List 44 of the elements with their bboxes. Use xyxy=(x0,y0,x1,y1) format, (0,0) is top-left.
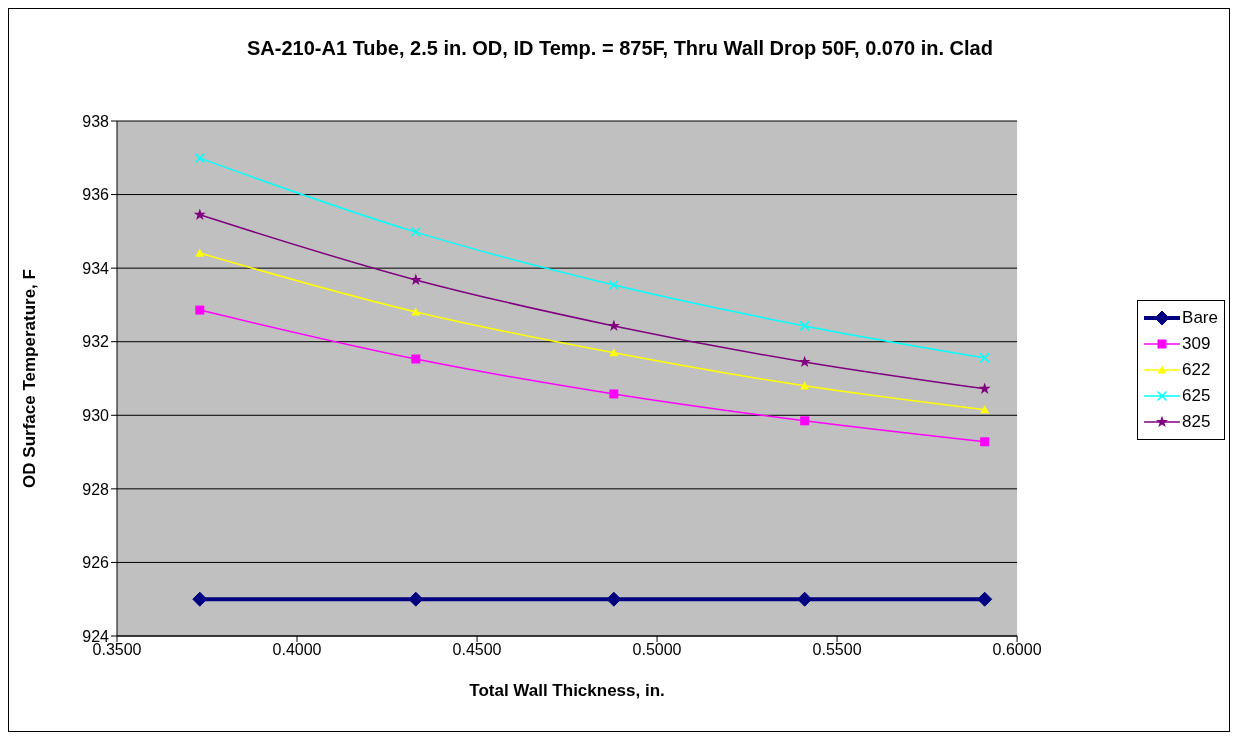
point xyxy=(408,591,424,607)
point xyxy=(977,591,993,607)
legend-label: Bare xyxy=(1182,308,1218,328)
point xyxy=(410,226,422,238)
point xyxy=(980,437,990,447)
x-tick-label: 0.4000 xyxy=(272,641,322,659)
y-tick-label: 932 xyxy=(82,333,110,351)
y-tick-label: 936 xyxy=(82,186,110,204)
point xyxy=(980,405,990,414)
y-tick-label: 938 xyxy=(82,112,110,130)
point xyxy=(609,389,619,399)
legend-label: 622 xyxy=(1182,360,1211,380)
point xyxy=(411,354,421,364)
point xyxy=(608,279,620,291)
x-tick-label: 0.5000 xyxy=(632,641,682,659)
point xyxy=(195,248,205,257)
legend-label: 625 xyxy=(1182,386,1211,406)
point xyxy=(798,355,811,368)
point xyxy=(195,305,205,315)
y-tick-label: 934 xyxy=(82,259,110,277)
point xyxy=(800,381,810,390)
legend-label: 825 xyxy=(1182,412,1211,432)
point xyxy=(411,307,421,316)
x-tick-label: 0.5500 xyxy=(812,641,862,659)
point xyxy=(979,352,990,364)
legend-label: 309 xyxy=(1182,334,1211,354)
point xyxy=(606,591,622,607)
point xyxy=(797,591,813,607)
point xyxy=(609,348,619,357)
point xyxy=(193,208,206,220)
y-axis-title: OD Surface Temperature, F xyxy=(20,269,40,488)
point xyxy=(194,152,206,164)
chart-title: SA-210-A1 Tube, 2.5 in. OD, ID Temp. = 875F, Thru Wall Drop 50F, 0.070 in. Clad xyxy=(246,37,994,60)
point xyxy=(192,591,208,607)
y-tick-label: 928 xyxy=(82,480,110,498)
x-tick-label: 0.6000 xyxy=(992,641,1042,659)
point xyxy=(799,320,810,332)
x-tick-label: 0.3500 xyxy=(92,641,142,659)
x-axis-title: Total Wall Thickness, in. xyxy=(469,681,665,700)
y-tick-label: 926 xyxy=(82,554,110,572)
x-tick-label: 0.4500 xyxy=(452,641,502,659)
point xyxy=(978,382,991,394)
y-tick-label: 930 xyxy=(82,406,110,424)
point xyxy=(800,416,810,426)
